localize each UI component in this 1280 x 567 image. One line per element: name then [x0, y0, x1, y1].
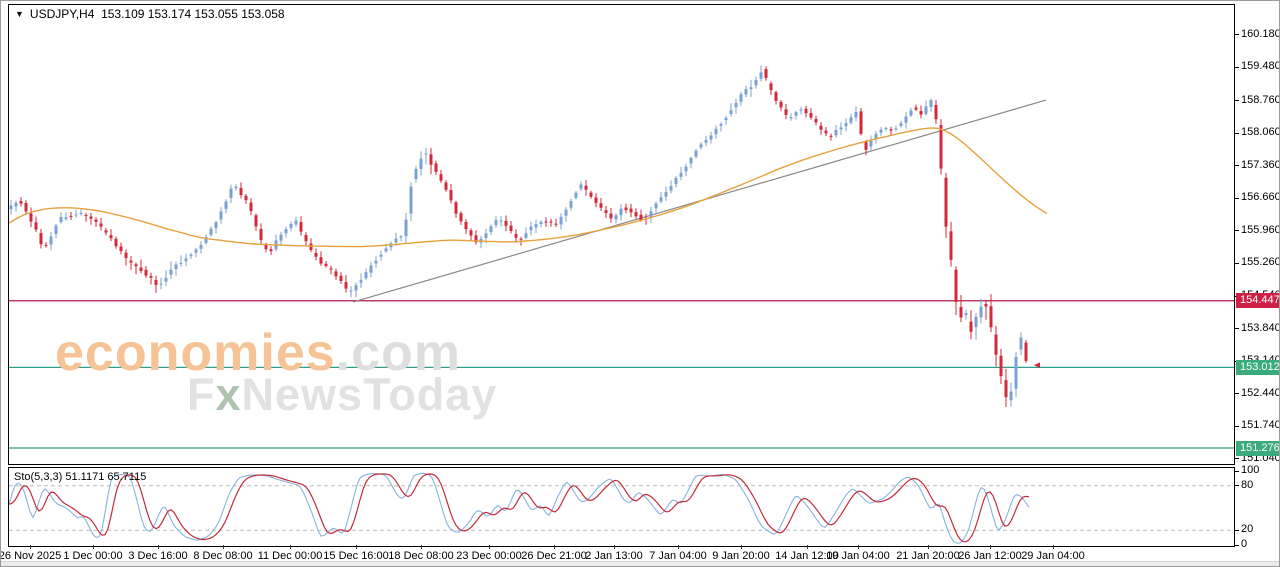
x-tick-label: 9 Jan 20:00 [712, 550, 770, 562]
y-tick-label: 153.840 [1241, 321, 1280, 334]
x-tick-mark [30, 545, 31, 549]
x-tick-mark [1053, 545, 1054, 549]
y-tick-mark [1235, 165, 1239, 167]
symbol-dropdown-icon[interactable]: ▼ [15, 9, 24, 19]
x-tick-mark [421, 545, 422, 549]
x-tick-label: 2 Jan 13:00 [585, 550, 643, 562]
x-tick-label: 15 Dec 16:00 [323, 550, 389, 562]
ohlc-values-label: 153.109 153.174 153.055 153.058 [101, 7, 285, 21]
x-tick-mark [928, 545, 929, 549]
x-tick-label: 3 Dec 16:00 [128, 550, 188, 562]
y-tick-mark [1235, 197, 1239, 199]
y-tick-mark [1235, 393, 1239, 395]
y-tick-mark [1235, 100, 1239, 102]
sto-scale-label: 20 [1241, 523, 1254, 536]
current-price-arrow-icon [1034, 362, 1040, 368]
x-tick-label: 26 Nov 2025 [0, 550, 62, 562]
watermark-f: F [187, 369, 216, 420]
price-level-badge-support: 151.276 [1236, 440, 1279, 456]
x-tick-mark [223, 545, 224, 549]
sto-scale-label: 0 [1241, 538, 1248, 550]
y-tick-label: 160.180 [1241, 27, 1280, 40]
stochastic-canvas[interactable] [9, 468, 1234, 546]
stochastic-indicator-label: Sto(5,3,3) 51.1171 65.7115 [14, 471, 146, 483]
x-tick-mark [858, 545, 859, 549]
watermark-economies: economies.com [55, 323, 461, 383]
y-tick-label: 156.660 [1241, 191, 1280, 204]
x-tick-label: 14 Jan 12:00 [775, 550, 839, 562]
y-tick-mark [1235, 458, 1239, 460]
x-tick-label: 26 Jan 12:00 [958, 550, 1022, 562]
price-level-badge-resistance: 154.447 [1236, 293, 1279, 309]
x-tick-label: 18 Dec 08:00 [388, 550, 454, 562]
x-tick-mark [356, 545, 357, 549]
y-tick-label: 152.440 [1241, 386, 1280, 399]
stochastic-panel[interactable]: Sto(5,3,3) 51.1171 65.7115 [8, 467, 1235, 547]
x-tick-label: 19 Jan 04:00 [826, 550, 890, 562]
y-tick-label: 158.760 [1241, 93, 1280, 106]
time-axis[interactable]: 26 Nov 2025 1 Dec 00:00 3 Dec 16:00 8 Dec 0… [0, 545, 1235, 563]
sto-scale-tick-mark [1235, 470, 1239, 472]
candles [9, 65, 1028, 408]
price-level-badge-current-price: 153.012 [1236, 359, 1279, 375]
stochastic-main-line[interactable] [9, 472, 1030, 544]
sto-scale-tick-mark [1235, 544, 1239, 546]
x-tick-label: 29 Jan 04:00 [1021, 550, 1085, 562]
y-tick-label: 155.960 [1241, 223, 1280, 236]
sto-scale-label: 80 [1241, 478, 1254, 491]
x-tick-label: 21 Jan 20:00 [896, 550, 960, 562]
x-tick-mark [158, 545, 159, 549]
sto-scale-label: 100 [1241, 464, 1260, 476]
x-tick-mark [807, 545, 808, 549]
moving-average-line[interactable] [9, 127, 1048, 248]
x-tick-label: 23 Dec 00:00 [456, 550, 522, 562]
price-axis[interactable]: 160.180 159.480 158.760 158.060 157.360 156.6… [1235, 1, 1280, 561]
stochastic-signal-line[interactable] [9, 473, 1030, 543]
x-tick-label: 7 Jan 04:00 [649, 550, 707, 562]
candlestick-canvas[interactable] [9, 5, 1234, 464]
x-tick-mark [554, 545, 555, 549]
watermark-domain-text: .com [335, 324, 462, 382]
watermark-brand-text: economies [55, 324, 336, 382]
y-tick-label: 151.740 [1241, 419, 1280, 432]
x-tick-mark [290, 545, 291, 549]
x-tick-label: 26 Dec 21:00 [521, 550, 587, 562]
x-tick-label: 11 Dec 00:00 [257, 550, 323, 562]
watermark-fxnewstoday: FxNewsToday [187, 369, 497, 421]
x-tick-label: 1 Dec 00:00 [63, 550, 123, 562]
x-tick-mark [93, 545, 94, 549]
x-tick-label: 8 Dec 08:00 [193, 550, 253, 562]
x-tick-mark [678, 545, 679, 549]
y-tick-mark [1235, 230, 1239, 232]
x-tick-mark [990, 545, 991, 549]
symbol-timeframe-label: USDJPY,H4 [29, 7, 95, 21]
y-tick-label: 155.260 [1241, 256, 1280, 269]
x-tick-mark [614, 545, 615, 549]
y-tick-mark [1235, 262, 1239, 264]
y-tick-label: 159.480 [1241, 60, 1280, 73]
bottom-margin-strip [1, 561, 1279, 566]
stochastic-signal-value: 65.7115 [107, 471, 147, 483]
y-tick-mark [1235, 425, 1239, 427]
stochastic-main-value: 51.1171 [65, 471, 105, 483]
x-tick-mark [489, 545, 490, 549]
y-tick-mark [1235, 328, 1239, 330]
y-tick-mark [1235, 66, 1239, 68]
chart-title-bar: ▼ USDJPY,H4 153.109 153.174 153.055 153.0… [15, 7, 285, 21]
y-tick-mark [1235, 34, 1239, 36]
y-tick-mark [1235, 132, 1239, 134]
x-tick-mark [741, 545, 742, 549]
y-tick-label: 158.060 [1241, 126, 1280, 139]
watermark-newstoday: NewsToday [241, 369, 498, 420]
sto-scale-tick-mark [1235, 529, 1239, 531]
stochastic-name: Sto(5,3,3) [14, 471, 63, 483]
main-chart-area[interactable]: economies.com FxNewsToday ▼ USDJPY,H4 153… [8, 4, 1235, 465]
sto-scale-tick-mark [1235, 485, 1239, 487]
y-tick-label: 157.360 [1241, 158, 1280, 171]
watermark-x: x [215, 369, 242, 420]
